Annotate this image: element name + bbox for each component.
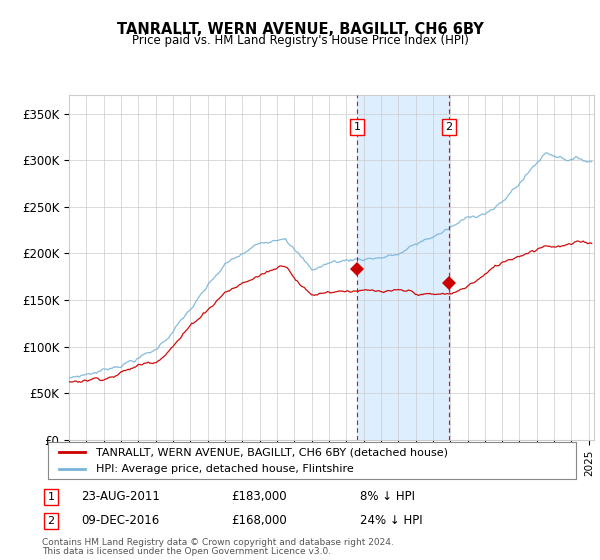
Text: 09-DEC-2016: 09-DEC-2016 [81,514,159,528]
Text: Price paid vs. HM Land Registry's House Price Index (HPI): Price paid vs. HM Land Registry's House … [131,34,469,46]
Text: 8% ↓ HPI: 8% ↓ HPI [360,490,415,503]
Text: £183,000: £183,000 [231,490,287,503]
Text: 2: 2 [47,516,55,526]
Text: This data is licensed under the Open Government Licence v3.0.: This data is licensed under the Open Gov… [42,548,331,557]
Text: 1: 1 [47,492,55,502]
Text: 1: 1 [354,122,361,132]
Text: £168,000: £168,000 [231,514,287,528]
Text: TANRALLT, WERN AVENUE, BAGILLT, CH6 6BY (detached house): TANRALLT, WERN AVENUE, BAGILLT, CH6 6BY … [95,447,448,457]
Text: 23-AUG-2011: 23-AUG-2011 [81,490,160,503]
Text: HPI: Average price, detached house, Flintshire: HPI: Average price, detached house, Flin… [95,464,353,474]
Text: Contains HM Land Registry data © Crown copyright and database right 2024.: Contains HM Land Registry data © Crown c… [42,539,394,548]
Text: 2: 2 [446,122,453,132]
Text: 24% ↓ HPI: 24% ↓ HPI [360,514,422,528]
Bar [358,95,449,440]
Text: TANRALLT, WERN AVENUE, BAGILLT, CH6 6BY: TANRALLT, WERN AVENUE, BAGILLT, CH6 6BY [116,22,484,38]
